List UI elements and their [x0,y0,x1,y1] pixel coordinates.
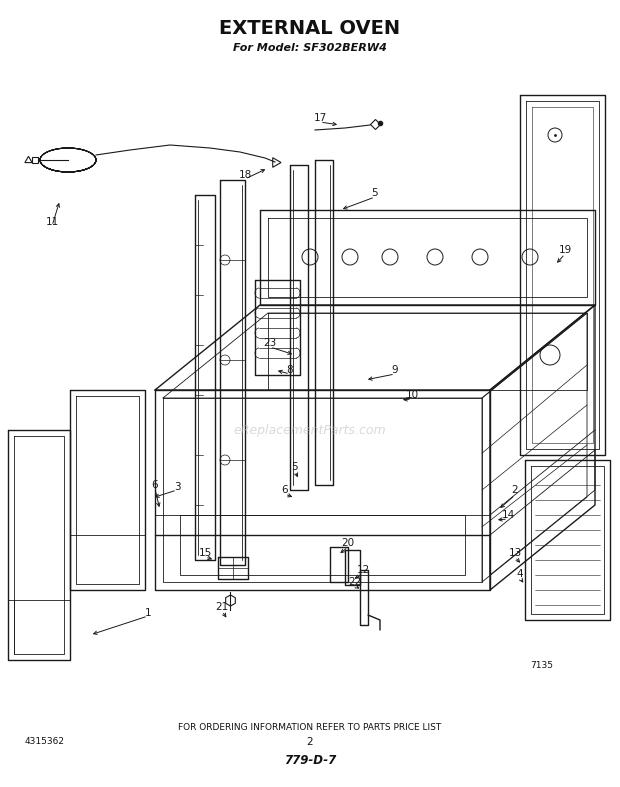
Text: 17: 17 [313,113,327,123]
Text: 22: 22 [348,577,361,587]
Text: 19: 19 [559,245,572,255]
Text: 12: 12 [356,565,370,575]
Text: 9: 9 [392,365,398,375]
Text: 20: 20 [342,538,355,548]
Text: 18: 18 [238,170,252,180]
Text: For Model: SF302BERW4: For Model: SF302BERW4 [233,43,387,53]
Text: 3: 3 [174,482,180,492]
Text: 4: 4 [516,569,523,579]
Text: FOR ORDERING INFORMATION REFER TO PARTS PRICE LIST: FOR ORDERING INFORMATION REFER TO PARTS … [179,723,441,733]
Text: 2: 2 [512,485,518,495]
Text: 10: 10 [405,390,419,400]
Text: eReplacementParts.com: eReplacementParts.com [234,423,386,437]
Text: EXTERNAL OVEN: EXTERNAL OVEN [219,19,401,38]
Text: 6: 6 [281,485,288,495]
Text: 779-D-7: 779-D-7 [284,753,336,767]
Text: 14: 14 [502,510,515,520]
Text: 4315362: 4315362 [25,737,65,747]
Text: 5: 5 [371,188,378,198]
Text: 13: 13 [508,548,521,558]
Text: 1: 1 [144,608,151,618]
Text: 2: 2 [307,737,313,747]
Text: 21: 21 [215,602,229,612]
Text: 15: 15 [198,548,211,558]
Text: 6: 6 [152,480,158,490]
Text: 7135: 7135 [530,660,553,670]
Text: 11: 11 [45,217,59,227]
Text: 8: 8 [286,365,293,375]
Text: 5: 5 [291,462,298,472]
Text: 23: 23 [264,338,277,348]
